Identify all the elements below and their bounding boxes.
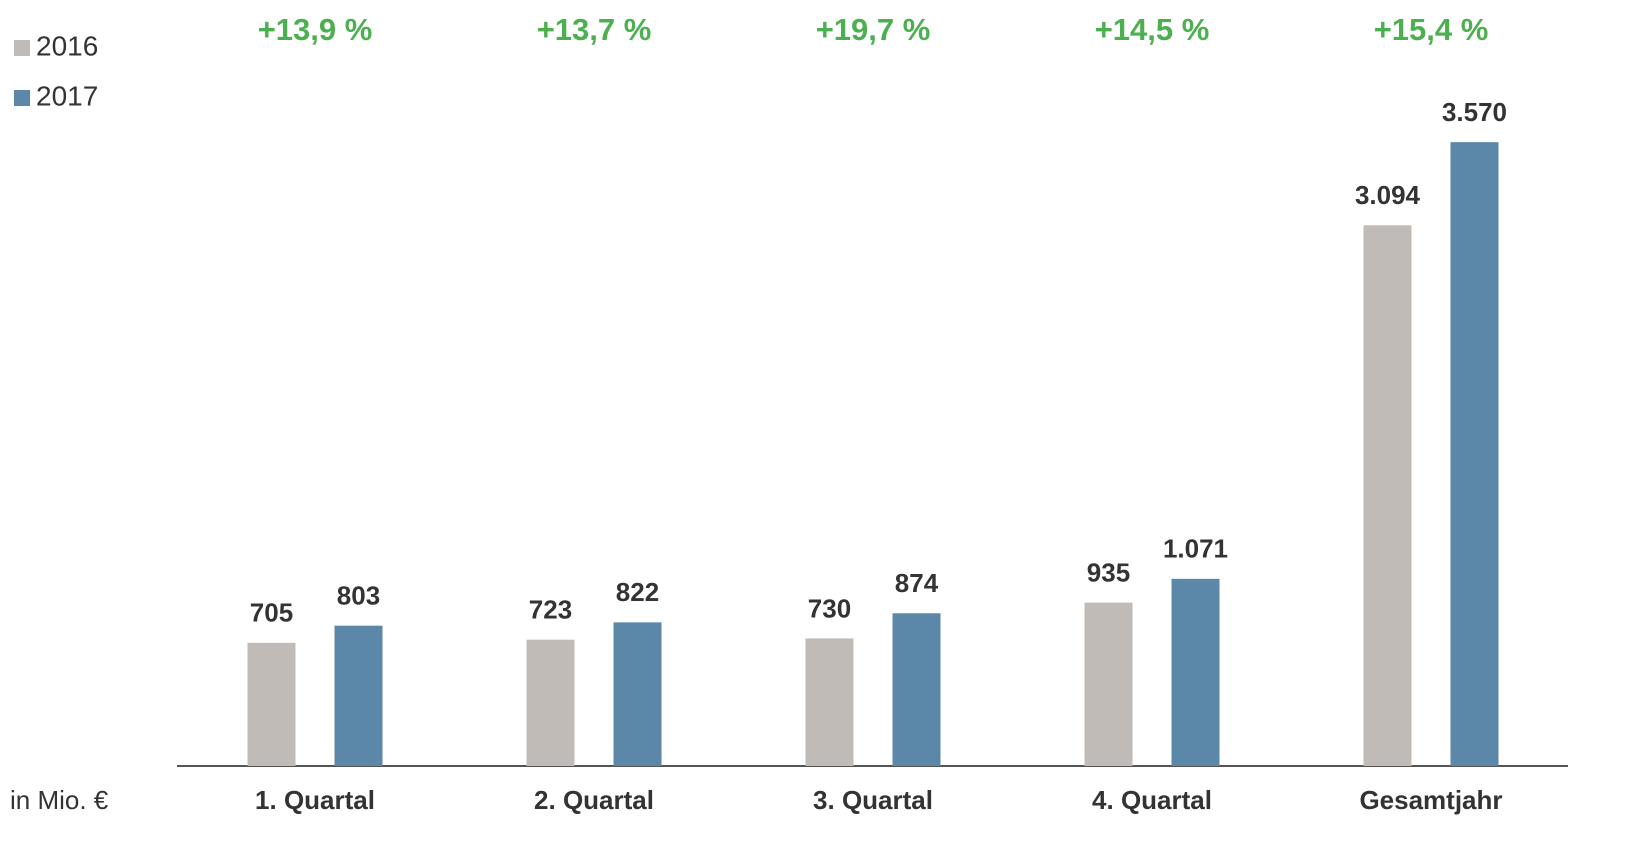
legend-swatch	[14, 90, 30, 106]
value-label: 705	[250, 598, 293, 628]
unit-label: in Mio. €	[10, 785, 109, 815]
growth-label: +19,7 %	[816, 12, 931, 47]
x-tick-label: 2. Quartal	[534, 785, 654, 815]
legend-swatch	[14, 40, 30, 56]
legend-label: 2016	[36, 30, 98, 61]
x-tick-label: Gesamtjahr	[1359, 785, 1502, 815]
growth-label: +13,9 %	[258, 12, 373, 47]
value-label: 822	[616, 577, 659, 607]
x-tick-label: 4. Quartal	[1092, 785, 1212, 815]
x-tick-label: 3. Quartal	[813, 785, 933, 815]
bar	[1171, 578, 1220, 766]
bar	[805, 638, 854, 766]
bar	[526, 639, 575, 766]
value-label: 803	[337, 581, 380, 611]
bar	[1450, 142, 1499, 766]
x-tick-label: 1. Quartal	[255, 785, 375, 815]
legend-label: 2017	[36, 80, 98, 111]
bar	[1084, 602, 1133, 766]
value-label: 3.094	[1355, 180, 1421, 210]
bar	[334, 625, 383, 766]
bar	[892, 613, 941, 766]
bar	[247, 642, 296, 766]
value-label: 3.570	[1442, 97, 1507, 127]
value-label: 1.071	[1163, 534, 1228, 564]
value-label: 874	[895, 568, 939, 598]
bar	[1363, 225, 1412, 767]
growth-label: +13,7 %	[537, 12, 652, 47]
value-label: 730	[808, 593, 851, 623]
growth-label: +15,4 %	[1374, 12, 1489, 47]
bar	[613, 622, 662, 766]
value-label: 723	[529, 595, 572, 625]
value-label: 935	[1087, 557, 1130, 587]
growth-label: +14,5 %	[1095, 12, 1210, 47]
